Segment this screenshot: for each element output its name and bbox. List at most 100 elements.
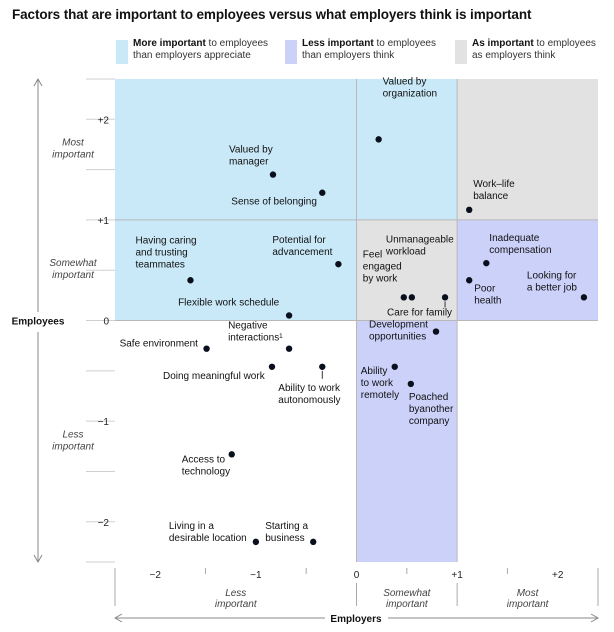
data-label: Living in a desirable location (169, 521, 247, 544)
data-label-line: byanother (409, 404, 454, 415)
data-label-line: Looking for (527, 270, 577, 281)
data-label-line: technology (182, 466, 230, 477)
data-point (319, 189, 326, 196)
y-band-label: Less (62, 429, 83, 440)
legend-swatch (285, 40, 297, 64)
data-label-line: engaged (363, 261, 402, 272)
y-tick-label: −2 (98, 518, 110, 529)
y-band-label: Most (62, 137, 85, 148)
data-label-line: opportunities (369, 332, 426, 343)
data-label: Valued by organization (383, 76, 437, 99)
data-point (432, 328, 440, 335)
data-label: Negative interactions¹ (228, 321, 283, 344)
data-point (319, 363, 326, 370)
data-label-line: by work (363, 273, 398, 284)
data-label-line: Negative (228, 321, 268, 332)
data-label-line: Flexible work schedule (178, 297, 280, 308)
y-axis-arrow (33, 77, 43, 87)
data-label: Poached byanother company (409, 392, 454, 427)
data-label: Ability to work autonomously (278, 383, 341, 406)
data-label-line: teammates (135, 259, 184, 270)
data-label-line: Doing meaningful work (163, 371, 266, 382)
data-label-line: Unmanageable (386, 234, 454, 245)
x-tick-label: −2 (150, 570, 162, 581)
y-axis-arrow (33, 554, 43, 564)
data-label-line: health (474, 295, 501, 306)
legend-label: Less important to employees than employer… (302, 38, 436, 61)
data-label-line: Work–life (473, 179, 515, 190)
x-tick-label: 0 (354, 570, 360, 581)
data-label-line: Development (369, 320, 428, 331)
data-point (228, 451, 235, 458)
data-label-line: Access to (182, 454, 226, 465)
data-label-line: company (409, 416, 450, 427)
legend-label: More important to employees than employer… (133, 38, 269, 61)
data-label-line: Poor (474, 283, 496, 294)
y-tick-label: +2 (98, 115, 110, 126)
data-label: Potential for advancement (272, 235, 332, 258)
region-as-important (457, 79, 598, 220)
x-band-label: important (507, 599, 550, 610)
data-label-line: Valued by (383, 76, 427, 87)
y-tick-label: −1 (98, 417, 110, 428)
data-point (466, 206, 473, 214)
data-label-line: Inadequate (489, 233, 539, 244)
data-point (407, 380, 415, 388)
data-point (268, 363, 276, 370)
region-less-important (457, 219, 598, 321)
y-band-label: important (52, 270, 95, 281)
data-label: Feel engaged by work (363, 249, 402, 284)
x-band-label: Somewhat (383, 588, 431, 599)
data-label: Starting a business (265, 521, 308, 544)
region-more-important (115, 79, 357, 321)
x-axis-arrow (590, 613, 600, 623)
data-label: Poor health (474, 283, 501, 306)
data-label-line: business (265, 533, 304, 544)
data-label-line: Ability (361, 366, 388, 377)
region-more-important (356, 79, 458, 220)
data-point (483, 259, 490, 267)
data-label: Safe environment (120, 339, 199, 350)
data-label-line: interactions¹ (228, 333, 283, 344)
x-tick-label: +2 (552, 570, 564, 581)
data-label-line: and trusting (135, 247, 187, 258)
data-label: Access to technology (182, 454, 230, 477)
data-label-line: advancement (272, 247, 332, 258)
data-label-line: to work (361, 378, 394, 389)
data-point (391, 363, 398, 370)
chart-title: Factors that are important to employees … (12, 7, 532, 22)
data-label-line: organization (383, 88, 437, 99)
data-label-line: autonomously (278, 395, 340, 406)
legend-swatch (455, 40, 467, 64)
data-label: Flexible work schedule (178, 297, 280, 308)
data-point (466, 277, 473, 284)
y-tick-label: +1 (98, 216, 110, 227)
x-band-label: Most (517, 588, 540, 599)
data-label: Doing meaningful work (163, 371, 266, 382)
data-label-line: Ability to work (278, 383, 341, 394)
region-less-important (356, 320, 458, 562)
data-label: Development opportunities (369, 320, 428, 343)
y-band-label: important (52, 441, 95, 452)
data-point (285, 312, 293, 319)
data-label: Inadequate compensation (489, 233, 551, 256)
data-point (441, 294, 449, 301)
data-label-line: Potential for (272, 235, 326, 246)
x-tick-label: −1 (250, 570, 262, 581)
data-label-line: remotely (361, 390, 399, 401)
data-point (203, 345, 210, 352)
x-band-label: important (215, 599, 258, 610)
region-as-important (356, 219, 458, 321)
data-label-line: Valued by (229, 145, 273, 156)
data-point (252, 538, 260, 546)
legend-label: As important to employees as employers th… (472, 38, 596, 61)
data-label-line: Feel (363, 249, 382, 260)
data-point (335, 260, 342, 268)
data-point (408, 294, 416, 301)
legend-swatch (116, 40, 128, 64)
data-label-line: Sense of belonging (231, 197, 317, 208)
data-label-line: Poached (409, 392, 448, 403)
data-label-line: workload (385, 246, 426, 257)
data-label: Work–life balance (473, 179, 515, 202)
